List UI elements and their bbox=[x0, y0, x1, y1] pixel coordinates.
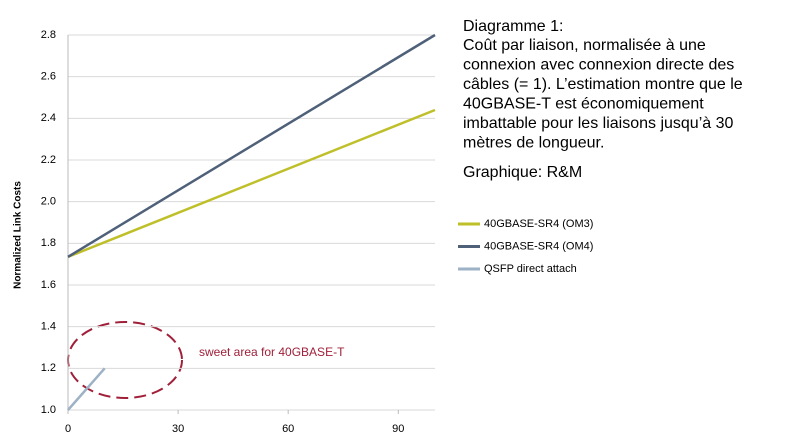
y-tick-label: 2.6 bbox=[41, 71, 56, 83]
y-tick-label: 1.4 bbox=[41, 321, 56, 333]
subtitle-line: connexion avec connexion directe des bbox=[463, 57, 734, 74]
y-tick-label: 1.0 bbox=[41, 404, 56, 416]
x-tick-label: 90 bbox=[392, 423, 404, 435]
y-tick-label: 2.2 bbox=[41, 154, 56, 166]
series-line bbox=[67, 367, 106, 411]
y-tick-label: 1.2 bbox=[41, 362, 56, 374]
y-tick-label: 2.8 bbox=[41, 29, 56, 41]
y-tick-label: 1.6 bbox=[41, 279, 56, 291]
subtitle-line: mètres de longueur. bbox=[463, 135, 604, 152]
annotation: sweet area for 40GBASE-T bbox=[199, 345, 345, 359]
legend-label: 40GBASE-SR4 (OM4) bbox=[484, 240, 593, 252]
y-axis-label: Normalized Link Costs bbox=[13, 181, 24, 289]
credit: Graphique: R&M bbox=[463, 164, 582, 181]
subtitle-line: Coût par liaison, normalisée à une bbox=[463, 37, 706, 54]
subtitle-line: imbattable pour les liaisons jusqu’à 30 bbox=[463, 115, 733, 132]
x-tick-label: 60 bbox=[282, 423, 294, 435]
x-tick-label: 30 bbox=[172, 423, 184, 435]
x-tick-label: 0 bbox=[65, 423, 71, 435]
series-line bbox=[67, 33, 436, 258]
y-tick-label: 2.4 bbox=[41, 112, 56, 124]
legend-label: 40GBASE-SR4 (OM3) bbox=[484, 218, 593, 230]
sweet-area-ellipse bbox=[67, 321, 183, 399]
chart-title: Diagramme 1: bbox=[463, 18, 563, 35]
subtitle-line: 40GBASE-T est économiquement bbox=[463, 96, 704, 113]
legend-label: QSFP direct attach bbox=[484, 263, 577, 275]
y-tick-label: 2.0 bbox=[41, 196, 56, 208]
series-line bbox=[67, 108, 436, 259]
subtitle-line: câbles (= 1). L’estimation montre que le bbox=[463, 76, 743, 93]
y-tick-label: 1.8 bbox=[41, 237, 56, 249]
